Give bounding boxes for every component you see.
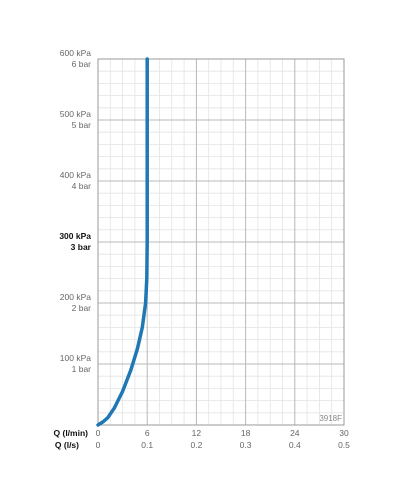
y-tick-label-kpa: 600 kPa [60,48,91,58]
y-tick-label-bar: 2 bar [72,303,92,313]
y-tick-label-kpa: 200 kPa [60,292,91,302]
y-tick-label-kpa: 500 kPa [60,109,91,119]
y-tick-label-bar: 1 bar [72,364,92,374]
x-axis-labels: 0 0 6 0.1 12 0.2 18 0.3 24 0.4 30 0.5 [96,428,351,450]
y-tick-label-bar: 6 bar [72,59,92,69]
y-tick-label-kpa: 300 kPa [59,231,91,241]
x-tick-label-lmin: 0 [96,428,101,438]
y-tick-label-bar: 5 bar [72,120,92,130]
plot-frame [97,58,345,426]
y-tick-label-bar: 3 bar [71,242,92,252]
y-tick-label-bar: 4 bar [72,181,92,191]
x-tick-label-ls: 0.5 [338,440,350,450]
x-tick-label-lmin: 24 [290,428,300,438]
x-tick-label-ls: 0.2 [190,440,202,450]
x-tick-label-lmin: 30 [339,428,349,438]
x-tick-label-ls: 0.1 [141,440,153,450]
x-axis-title-ls: Q (l/s) [55,440,79,450]
x-tick-label-lmin: 6 [145,428,150,438]
x-tick-label-ls: 0.3 [240,440,252,450]
x-tick-label-ls: 0.4 [289,440,301,450]
x-tick-label-lmin: 18 [241,428,251,438]
x-tick-label-lmin: 12 [192,428,202,438]
chart-code-label: 3918F [319,414,342,423]
x-tick-label-ls: 0 [96,440,101,450]
x-axis-title-lmin: Q (l/min) [54,428,89,438]
series-line [96,57,149,427]
y-tick-label-kpa: 100 kPa [60,353,91,363]
y-tick-label-kpa: 400 kPa [60,170,91,180]
